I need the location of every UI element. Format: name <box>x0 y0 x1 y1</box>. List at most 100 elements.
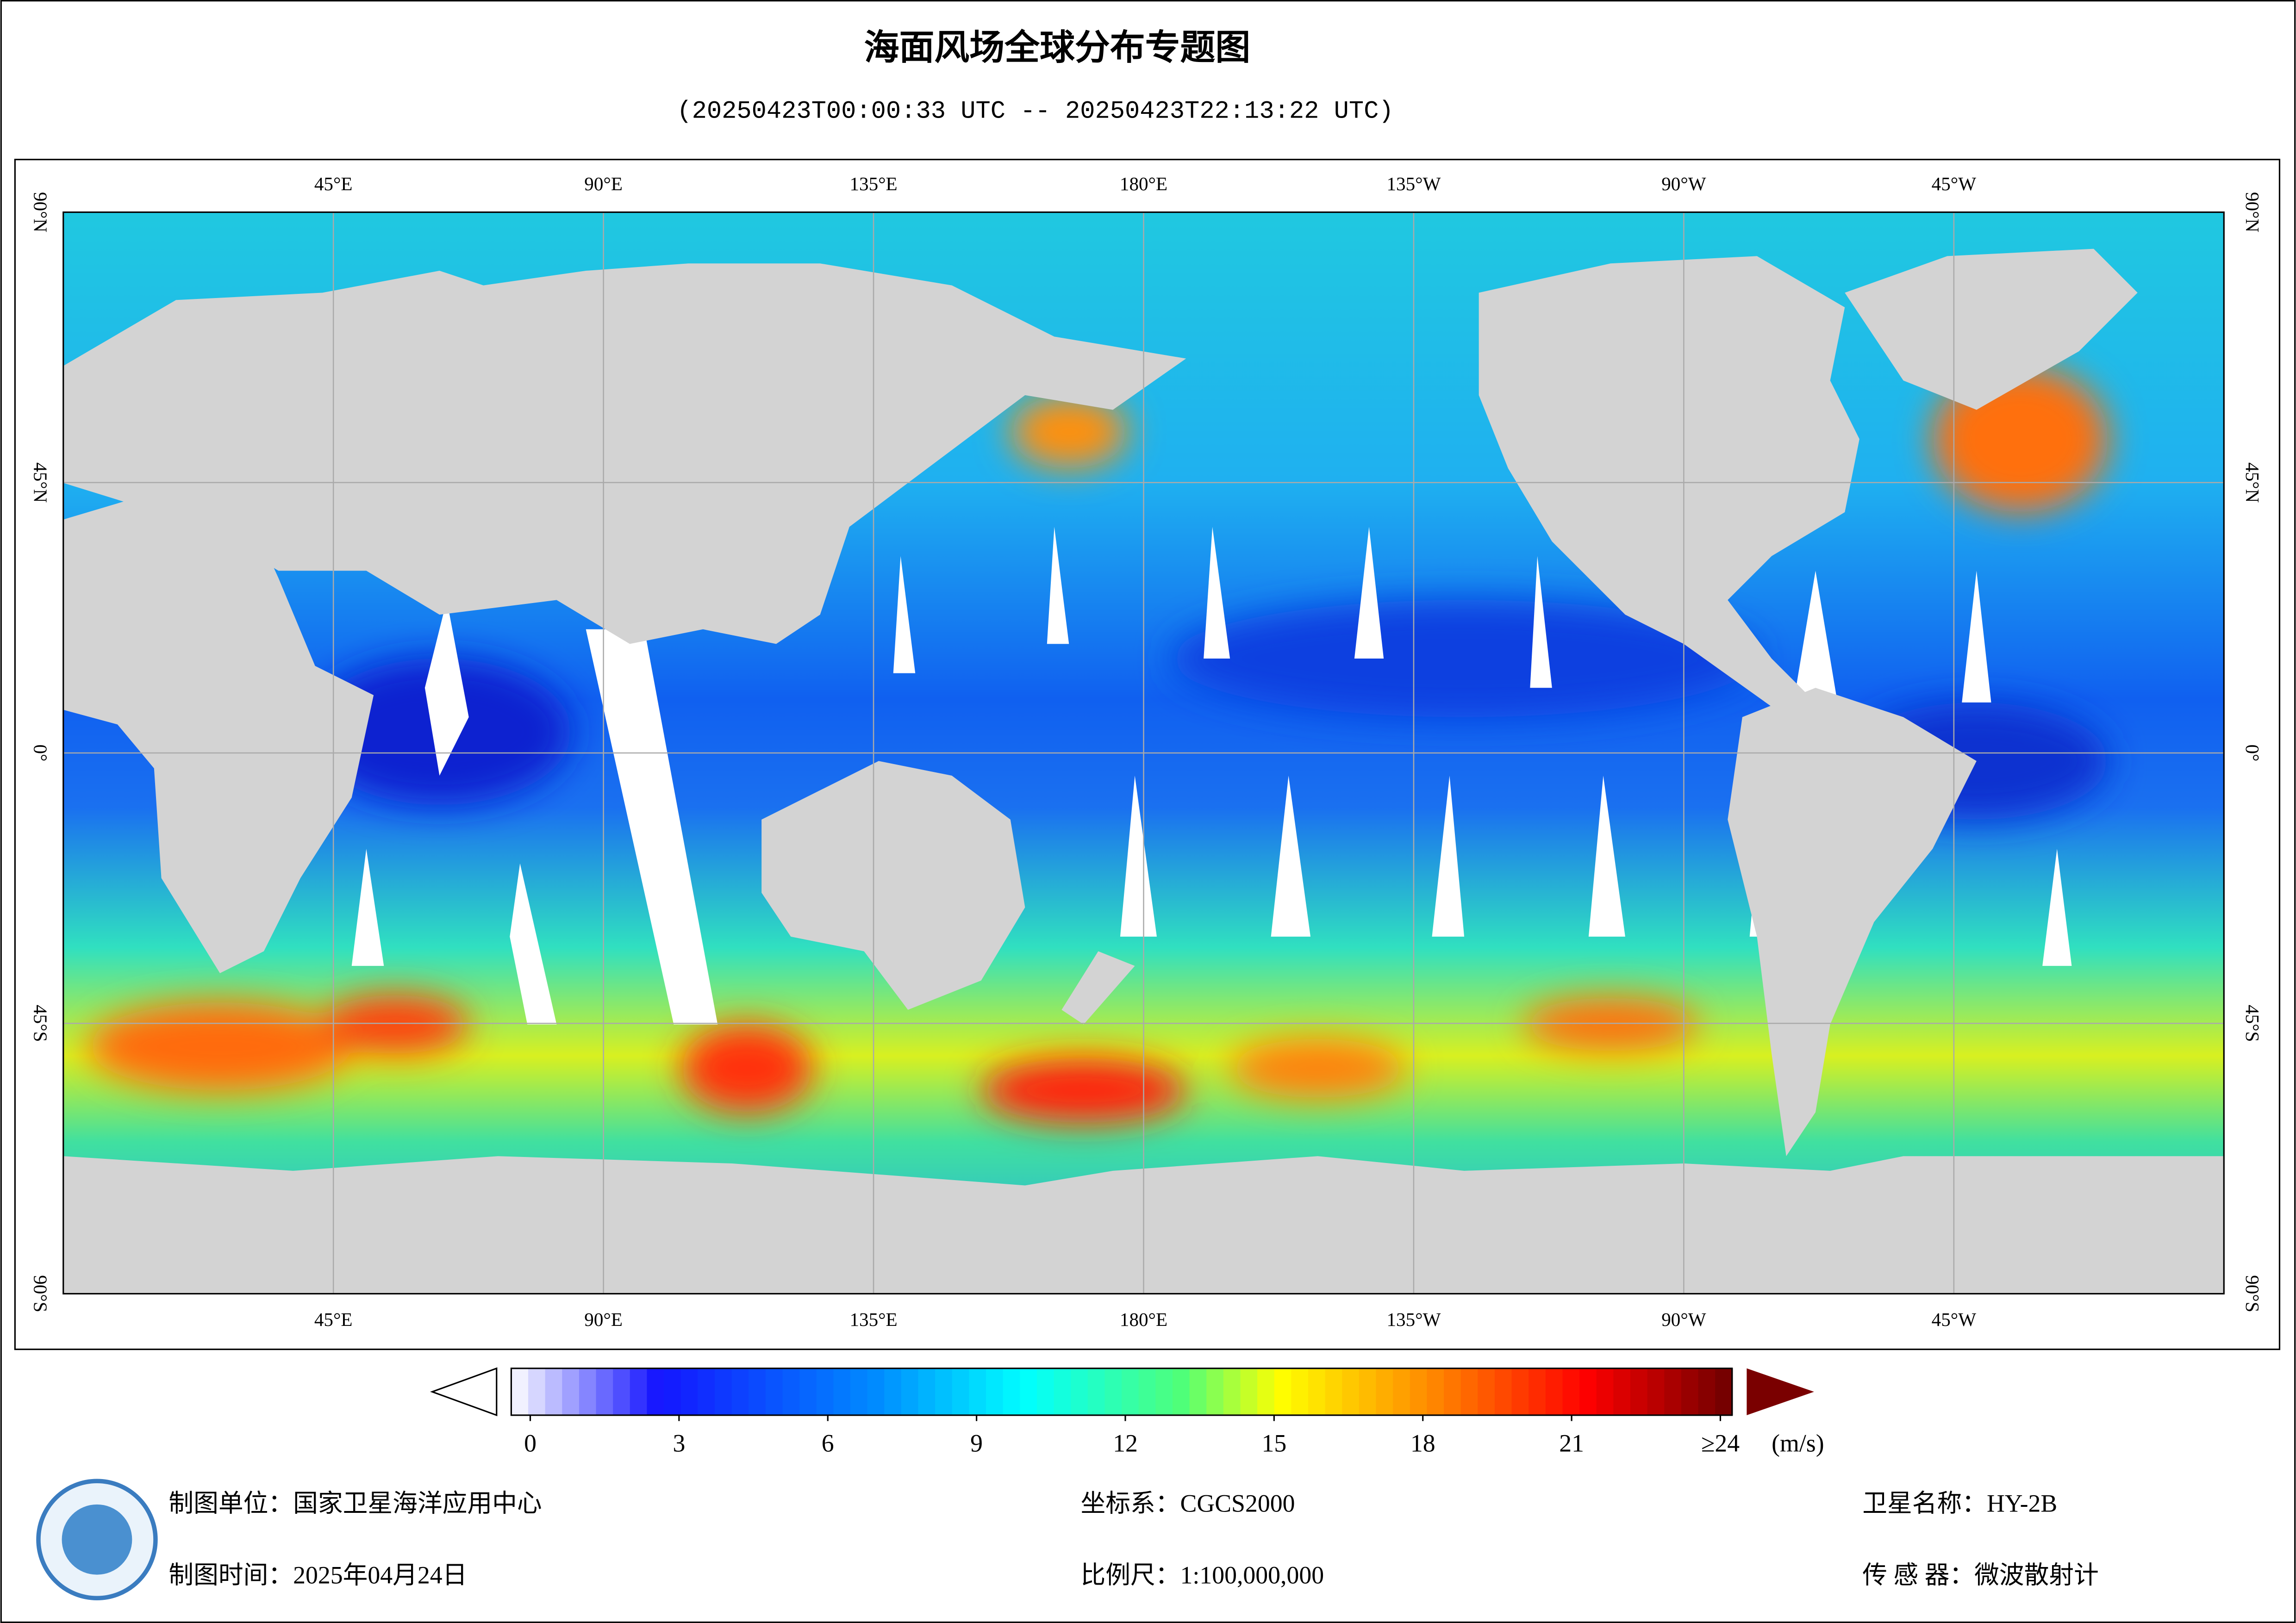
colorbar-bin <box>1511 1368 1529 1415</box>
colorbar-bin <box>799 1368 817 1415</box>
lat-label-left: 90°S <box>30 1275 51 1312</box>
colorbar-tick-label: ≥24 <box>1701 1430 1740 1457</box>
colorbar-bin <box>664 1368 682 1415</box>
colorbar-bin <box>562 1368 580 1415</box>
colorbar-bin <box>765 1368 784 1415</box>
footer-scale: 比例尺：1:100,000,000 <box>1081 1561 1324 1589</box>
logo <box>36 1479 158 1600</box>
lon-label-bottom: 180°E <box>1120 1309 1167 1330</box>
colorbar-bin <box>749 1368 767 1415</box>
colorbar-high-arrow <box>1747 1368 1814 1415</box>
colorbar-bin <box>1410 1368 1428 1415</box>
colorbar-low-arrow <box>430 1367 498 1417</box>
lon-label-bottom: 90°E <box>584 1309 623 1330</box>
colorbar-bin <box>579 1368 597 1415</box>
colorbar-bin <box>1596 1368 1614 1415</box>
lat-label-left: 0° <box>30 745 51 762</box>
lat-label-right: 0° <box>2242 745 2263 762</box>
colorbar-bin <box>1698 1368 1716 1415</box>
lon-label-top: 90°E <box>584 173 623 194</box>
colorbar-bin <box>698 1368 716 1415</box>
lat-label-right: 90°N <box>2242 192 2263 232</box>
colorbar-bin <box>1020 1368 1038 1415</box>
colorbar-bin <box>1494 1368 1513 1415</box>
colorbar-bin <box>1104 1368 1123 1415</box>
lon-label-bottom: 135°E <box>849 1309 897 1330</box>
colorbar-bin <box>1189 1368 1207 1415</box>
lon-label-bottom: 90°W <box>1661 1309 1706 1330</box>
colorbar-bin <box>511 1368 529 1415</box>
lon-label-top: 90°W <box>1661 173 1706 194</box>
colorbar-bin <box>1003 1368 1021 1415</box>
title: 海面风场全球分布专题图 <box>864 27 1251 68</box>
footer-unit: 制图单位：国家卫星海洋应用中心 <box>168 1489 542 1517</box>
lon-label-bottom: 135°W <box>1387 1309 1441 1330</box>
footer-crs: 坐标系：CGCS2000 <box>1081 1489 1295 1517</box>
colorbar-bin <box>1478 1368 1496 1415</box>
lat-label-left: 90°N <box>30 192 51 232</box>
colorbar-bin <box>714 1368 733 1415</box>
colorbar-bin <box>1630 1368 1648 1415</box>
colorbar-bin <box>1562 1368 1580 1415</box>
colorbar-bin <box>782 1368 800 1415</box>
colorbar-bin <box>952 1368 970 1415</box>
colorbar-bin <box>680 1368 699 1415</box>
colorbar-bin <box>1257 1368 1275 1415</box>
colorbar-bin <box>816 1368 834 1415</box>
colorbar-bin <box>596 1368 614 1415</box>
colorbar-bin <box>1206 1368 1224 1415</box>
colorbar-bin <box>867 1368 885 1415</box>
colorbar-bin <box>1172 1368 1191 1415</box>
colorbar-bin <box>1342 1368 1360 1415</box>
colorbar-bin <box>1681 1368 1699 1415</box>
lon-label-bottom: 45°E <box>314 1309 353 1330</box>
colorbar-bin <box>1664 1368 1682 1415</box>
lat-label-left: 45°N <box>30 462 51 503</box>
lat-label-right: 45°S <box>2242 1005 2263 1042</box>
colorbar-bin <box>1036 1368 1055 1415</box>
colorbar-tick-label: 0 <box>524 1430 537 1457</box>
colorbar-bin <box>1325 1368 1343 1415</box>
colorbar-tick-label: 21 <box>1559 1430 1584 1457</box>
colorbar-tick-label: 9 <box>970 1430 983 1457</box>
map-frame <box>14 159 2281 1350</box>
lat-label-right: 45°N <box>2242 462 2263 503</box>
colorbar-bin <box>1579 1368 1597 1415</box>
colorbar-bin <box>969 1368 987 1415</box>
colorbar-bin <box>1393 1368 1411 1415</box>
colorbar-bin <box>613 1368 631 1415</box>
colorbar-bin <box>850 1368 868 1415</box>
colorbar-bin <box>1138 1368 1156 1415</box>
colorbar-bin <box>1223 1368 1242 1415</box>
footer-sensor: 传 感 器：微波散射计 <box>1862 1561 2099 1589</box>
colorbar-bin <box>1155 1368 1173 1415</box>
footer-date: 制图时间：2025年04月24日 <box>168 1561 467 1589</box>
colorbar-bin <box>1613 1368 1631 1415</box>
colorbar-bin <box>1087 1368 1106 1415</box>
colorbar-border <box>510 1368 1733 1416</box>
colorbar-tick-label: 15 <box>1261 1430 1286 1457</box>
lon-label-top: 135°E <box>849 173 897 194</box>
colorbar-tick-label: 18 <box>1410 1430 1435 1457</box>
footer-satellite: 卫星名称：HY-2B <box>1862 1489 2057 1517</box>
lon-label-bottom: 45°W <box>1932 1309 1977 1330</box>
colorbar-tick-label: 6 <box>822 1430 834 1457</box>
colorbar-bin <box>935 1368 953 1415</box>
colorbar-unit: (m/s) <box>1772 1430 1824 1457</box>
colorbar-bin <box>731 1368 749 1415</box>
colorbar-bin <box>901 1368 919 1415</box>
map-border <box>62 211 2225 1295</box>
colorbar-bin <box>1427 1368 1445 1415</box>
colorbar-bin <box>630 1368 648 1415</box>
lat-label-right: 90°S <box>2242 1275 2263 1312</box>
colorbar-bin <box>1460 1368 1479 1415</box>
colorbar-bin <box>647 1368 665 1415</box>
colorbar-bin <box>528 1368 546 1415</box>
lat-label-left: 45°S <box>30 1005 51 1042</box>
colorbar-bin <box>1291 1368 1309 1415</box>
colorbar-tick-label: 3 <box>673 1430 685 1457</box>
subtitle: (20250423T00:00:33 UTC -- 20250423T22:13… <box>677 98 1393 126</box>
colorbar-bin <box>1359 1368 1377 1415</box>
